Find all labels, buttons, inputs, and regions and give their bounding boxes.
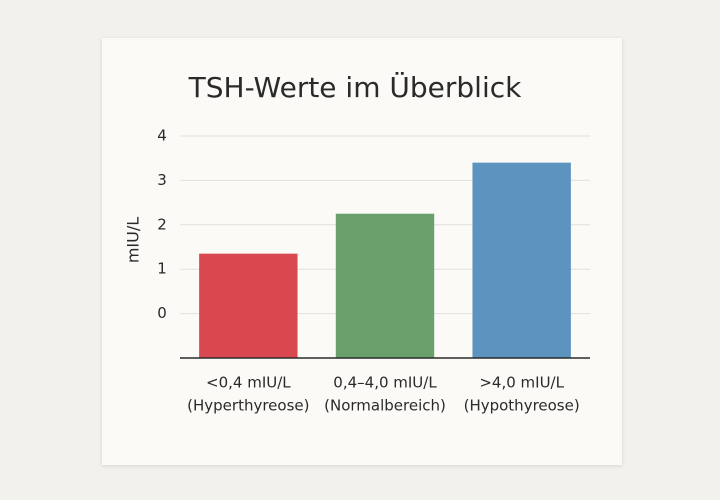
y-tick-label: 4 bbox=[157, 127, 167, 145]
y-axis-label: mIU/L bbox=[124, 217, 143, 263]
x-tick-label: >4,0 mIU/L bbox=[479, 374, 564, 392]
x-tick-label: 0,4–4,0 mIU/L bbox=[333, 374, 437, 392]
bar bbox=[199, 253, 298, 358]
x-tick-label: <0,4 mIU/L bbox=[206, 374, 291, 392]
y-tick-label: 1 bbox=[157, 260, 167, 278]
x-tick-label: (Normalbereich) bbox=[324, 397, 446, 415]
chart-title: TSH-Werte im Überblick bbox=[188, 70, 522, 104]
bar bbox=[335, 213, 435, 358]
x-tick-label: (Hyperthyreose) bbox=[187, 397, 309, 415]
x-tick-label: (Hypothyreose) bbox=[464, 397, 580, 415]
y-tick-label: 3 bbox=[157, 171, 167, 189]
bar bbox=[472, 162, 571, 358]
y-tick-label: 2 bbox=[157, 215, 167, 233]
y-tick-label: 0 bbox=[157, 304, 167, 322]
